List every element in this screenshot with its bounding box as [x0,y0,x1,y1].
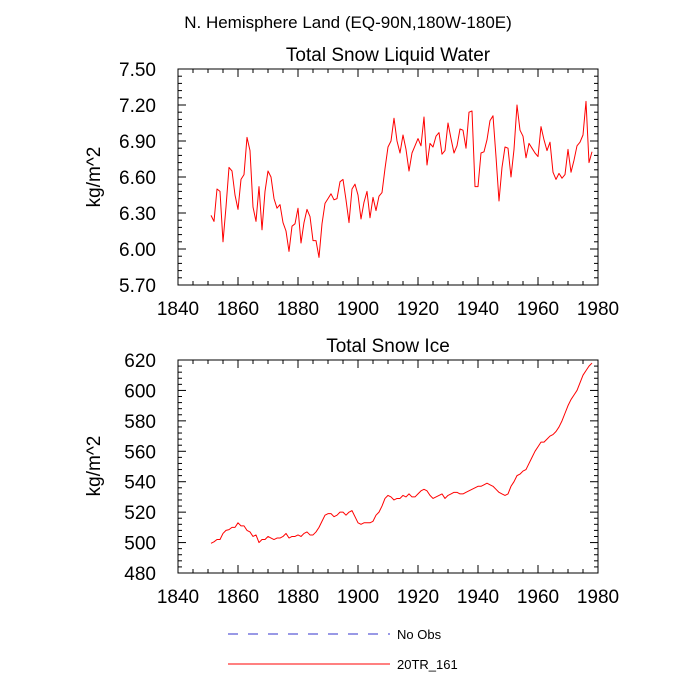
y-tick-label: 7.50 [119,60,156,81]
plot-frame-liquid-water [177,68,599,286]
y-tick-label: 520 [124,503,156,524]
y-tick-label: 500 [124,534,156,555]
x-tick-label: 1960 [517,587,559,608]
panel-title-snow-ice: Total Snow Ice [326,336,450,357]
y-tick-label: 480 [124,564,156,585]
y-tick-label: 5.70 [119,276,156,297]
y-tick-label: 540 [124,473,156,494]
legend-label-20tr-161: 20TR_161 [397,657,458,672]
y-tick-label: 6.90 [119,132,156,153]
y-tick-label: 7.20 [119,96,156,117]
x-tick-label: 1840 [157,299,199,320]
panel-title-liquid-water: Total Snow Liquid Water [286,45,491,66]
suptitle: N. Hemisphere Land (EQ-90N,180W-180E) [184,13,512,32]
plot-frame-snow-ice [177,359,599,574]
x-tick-label: 1980 [577,587,619,608]
y-tick-label: 6.00 [119,240,156,261]
series-liquid-water [210,100,593,258]
x-tick-label: 1880 [277,587,319,608]
x-tick-label: 1980 [577,299,619,320]
x-tick-label: 1900 [337,299,379,320]
ticks-snow-ice: 1840 1860 1880 1900 1920 1940 1960 1980 480 500 52… [124,351,619,608]
x-tick-label: 1900 [337,587,379,608]
x-tick-label: 1880 [277,299,319,320]
x-tick-label: 1860 [217,587,259,608]
y-tick-label: 620 [124,351,156,372]
series-line-20tr-161 [210,100,593,258]
x-tick-label: 1920 [397,587,439,608]
panel-snow-ice: Total Snow Ice 1840 1860 1880 1900 1920 1940 1… [84,336,619,608]
series-snow-ice [210,362,593,544]
x-tick-label: 1940 [457,299,499,320]
x-tick-label: 1960 [517,299,559,320]
y-tick-label: 6.60 [119,168,156,189]
x-tick-label: 1840 [157,587,199,608]
x-tick-label: 1860 [217,299,259,320]
series-line-20tr-161 [210,362,593,544]
x-tick-label: 1940 [457,587,499,608]
legend-label-no-obs: No Obs [397,627,442,642]
y-tick-label: 600 [124,381,156,402]
ticks-liquid-water: 1840 1860 1880 1900 1920 1940 1960 1980 5.70 6.00… [119,60,619,320]
legend: No Obs 20TR_161 [228,627,458,672]
ylabel-liquid-water: kg/m^2 [84,147,105,208]
y-tick-label: 580 [124,412,156,433]
panel-liquid-water: Total Snow Liquid Water 1840 1860 1880 1900… [84,45,619,320]
y-tick-label: 560 [124,442,156,463]
x-tick-label: 1920 [397,299,439,320]
ylabel-snow-ice: kg/m^2 [84,436,105,497]
y-tick-label: 6.30 [119,204,156,225]
